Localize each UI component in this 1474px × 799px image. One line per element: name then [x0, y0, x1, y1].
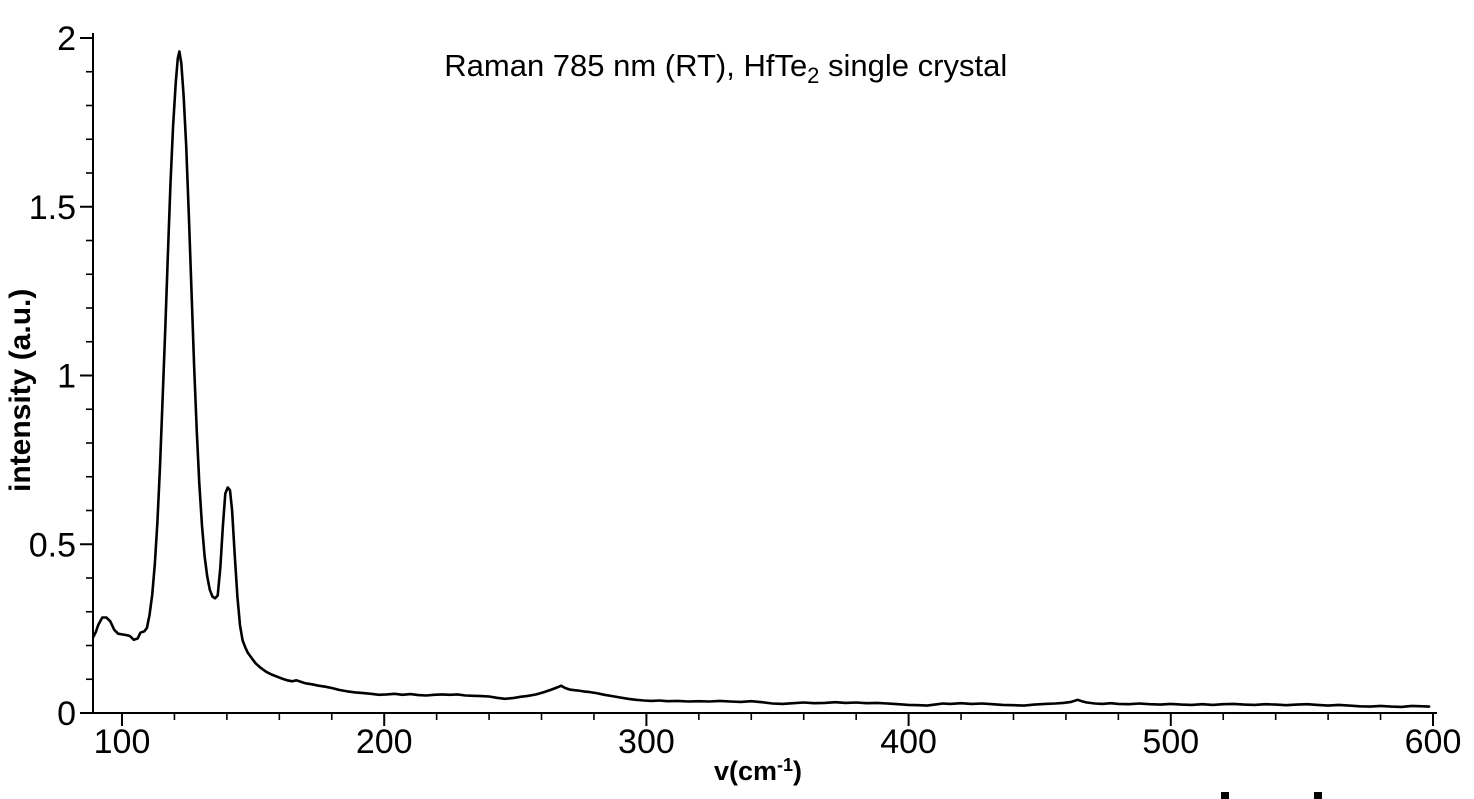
y-tick-label: 0: [57, 695, 76, 733]
x-axis-label-suffix: ): [793, 756, 803, 786]
x-axis-label-text: v(cm: [713, 756, 778, 786]
x-tick-label: 100: [94, 723, 151, 761]
x-tick-label: 500: [1142, 723, 1199, 761]
y-tick-label: 0.5: [29, 526, 76, 564]
x-tick-label: 300: [618, 723, 675, 761]
spectrum-line: [91, 50, 1431, 709]
cutoff-glyph-mark: [1314, 792, 1322, 799]
x-axis-label: v(cm-1): [713, 755, 803, 787]
axes-frame: [92, 33, 1437, 714]
x-tick-label: 600: [1405, 723, 1462, 761]
y-tick-label: 2: [57, 20, 76, 58]
chart-title-suffix: single crystal: [819, 48, 1008, 83]
chart-title-subscript: 2: [807, 63, 820, 88]
y-tick-label: 1: [57, 358, 76, 396]
cutoff-glyph-mark: [1221, 792, 1229, 799]
y-axis-label: intensity (a.u.): [4, 288, 37, 492]
chart-title: Raman 785 nm (RT), HfTe2 single crystal: [444, 48, 1008, 88]
x-axis-label-superscript: -1: [777, 755, 794, 775]
y-tick-label: 1.5: [29, 189, 76, 227]
x-tick-label: 200: [356, 723, 413, 761]
x-tick-label: 400: [880, 723, 937, 761]
chart-title-text: Raman 785 nm (RT), HfTe: [444, 48, 808, 83]
